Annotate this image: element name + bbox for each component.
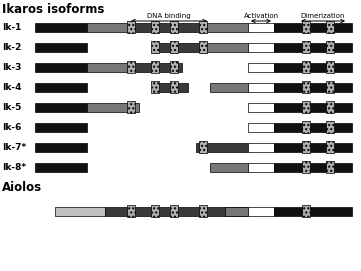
Bar bbox=[127, 101, 135, 113]
Bar bbox=[302, 81, 310, 93]
Bar bbox=[170, 81, 178, 93]
Bar bbox=[127, 61, 135, 73]
Bar bbox=[170, 41, 178, 53]
Bar bbox=[274, 82, 352, 92]
Bar bbox=[248, 143, 274, 151]
Bar bbox=[274, 63, 352, 72]
Bar bbox=[35, 43, 87, 51]
Text: F6: F6 bbox=[327, 22, 333, 27]
Bar bbox=[87, 63, 130, 72]
Text: Activation: Activation bbox=[243, 13, 279, 19]
Bar bbox=[170, 205, 178, 217]
Bar bbox=[326, 141, 334, 153]
Text: Ik-3: Ik-3 bbox=[2, 63, 21, 72]
Bar bbox=[151, 41, 159, 53]
Bar bbox=[248, 207, 274, 215]
Bar bbox=[199, 21, 207, 33]
Text: Ikaros isoforms: Ikaros isoforms bbox=[2, 3, 104, 16]
Text: DNA binding: DNA binding bbox=[147, 13, 191, 19]
Bar bbox=[151, 205, 159, 217]
Bar bbox=[130, 63, 182, 72]
Bar bbox=[170, 21, 178, 33]
Bar bbox=[274, 143, 352, 151]
Text: Ik-2: Ik-2 bbox=[2, 43, 21, 51]
Bar bbox=[274, 207, 352, 215]
Bar bbox=[225, 207, 248, 215]
Bar bbox=[207, 22, 248, 31]
Bar bbox=[274, 122, 352, 131]
Bar bbox=[152, 43, 207, 51]
Text: F5: F5 bbox=[303, 22, 309, 27]
Bar bbox=[248, 122, 274, 131]
Text: Ik-4: Ik-4 bbox=[2, 82, 22, 92]
Bar bbox=[302, 101, 310, 113]
Bar bbox=[302, 61, 310, 73]
Bar bbox=[35, 163, 87, 172]
Bar bbox=[326, 81, 334, 93]
Bar bbox=[326, 41, 334, 53]
Bar bbox=[248, 43, 274, 51]
Bar bbox=[248, 63, 274, 72]
Bar bbox=[130, 22, 207, 31]
Bar bbox=[326, 161, 334, 173]
Bar bbox=[170, 61, 178, 73]
Bar bbox=[326, 121, 334, 133]
Bar bbox=[326, 21, 334, 33]
Bar bbox=[302, 121, 310, 133]
Bar bbox=[87, 102, 139, 111]
Bar bbox=[152, 82, 188, 92]
Bar bbox=[35, 63, 87, 72]
Bar bbox=[196, 143, 248, 151]
Bar bbox=[35, 22, 87, 31]
Bar bbox=[35, 143, 87, 151]
Bar bbox=[127, 205, 135, 217]
Bar bbox=[302, 161, 310, 173]
Text: Dimerization: Dimerization bbox=[301, 13, 345, 19]
Bar bbox=[35, 102, 87, 111]
Bar bbox=[199, 141, 207, 153]
Bar bbox=[248, 22, 274, 31]
Bar bbox=[274, 163, 352, 172]
Bar bbox=[55, 207, 105, 215]
Bar bbox=[274, 22, 352, 31]
Text: Ik-1: Ik-1 bbox=[2, 22, 21, 31]
Bar bbox=[326, 101, 334, 113]
Text: Ik-8*: Ik-8* bbox=[2, 163, 26, 172]
Bar bbox=[302, 41, 310, 53]
Text: F4: F4 bbox=[200, 22, 206, 27]
Text: F1: F1 bbox=[128, 22, 134, 27]
Text: F3: F3 bbox=[171, 22, 177, 27]
Text: Aiolos: Aiolos bbox=[2, 181, 42, 194]
Bar bbox=[199, 41, 207, 53]
Bar bbox=[302, 21, 310, 33]
Bar bbox=[35, 82, 87, 92]
Bar bbox=[127, 21, 135, 33]
Bar bbox=[210, 82, 248, 92]
Bar bbox=[302, 205, 310, 217]
Text: Ik-6: Ik-6 bbox=[2, 122, 21, 131]
Bar bbox=[151, 21, 159, 33]
Text: Ik-5: Ik-5 bbox=[2, 102, 21, 111]
Bar bbox=[151, 61, 159, 73]
Bar bbox=[248, 82, 274, 92]
Bar bbox=[248, 163, 274, 172]
Text: F2: F2 bbox=[152, 22, 158, 27]
Text: Ik-7*: Ik-7* bbox=[2, 143, 26, 151]
Bar bbox=[105, 207, 248, 215]
Bar bbox=[326, 61, 334, 73]
Bar bbox=[248, 102, 274, 111]
Bar bbox=[199, 205, 207, 217]
Bar bbox=[210, 163, 248, 172]
Bar bbox=[35, 122, 87, 131]
Bar bbox=[151, 81, 159, 93]
Bar bbox=[302, 141, 310, 153]
Bar bbox=[274, 102, 352, 111]
Bar bbox=[274, 43, 352, 51]
Bar bbox=[87, 22, 130, 31]
Bar bbox=[207, 43, 248, 51]
